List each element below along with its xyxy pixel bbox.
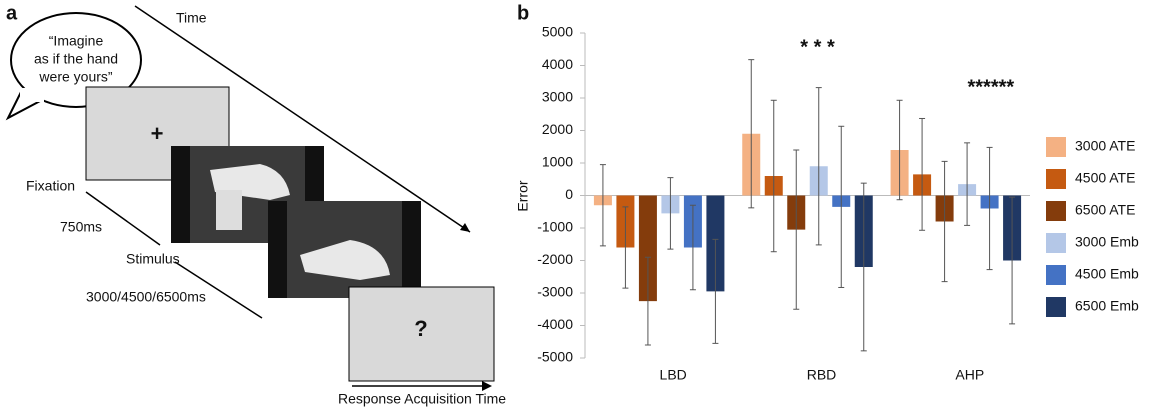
annotation: ****** (967, 76, 1014, 98)
legend-swatch (1046, 233, 1066, 253)
speech-line: were yours” (38, 69, 112, 85)
fixation-label: Fixation (26, 178, 75, 194)
error-bar (622, 206, 629, 289)
response-screen (348, 286, 495, 382)
y-tick-label: -2000 (537, 251, 573, 267)
legend-label: 4500 Emb (1075, 266, 1139, 282)
y-tick-label: 4000 (542, 56, 573, 72)
error-bar (964, 142, 971, 226)
error-bar (689, 204, 696, 291)
legend-label: 4500 ATE (1075, 170, 1135, 186)
y-tick-label: -5000 (537, 349, 573, 365)
legend-swatch (1046, 137, 1066, 157)
stimulus-label: Stimulus (126, 251, 180, 267)
annotation: * * * (800, 36, 835, 58)
error-bar (919, 117, 926, 231)
error-bar (860, 182, 867, 352)
arrow-head (460, 223, 470, 232)
object (216, 190, 242, 230)
bar (638, 195, 657, 302)
time-label: Time (176, 10, 207, 26)
fixation-duration: 750ms (60, 219, 102, 235)
y-tick-label: -3000 (537, 284, 573, 300)
x-tick-label: LBD (660, 367, 687, 383)
legend-label: 3000 Emb (1075, 234, 1139, 250)
y-tick-label: -1000 (537, 219, 573, 235)
speech-bubble (10, 12, 142, 108)
y-tick-label: 3000 (542, 89, 573, 105)
timeline (85, 191, 161, 246)
error-bar (793, 149, 800, 310)
panel-label: a (6, 2, 18, 24)
x-tick-label: RBD (807, 367, 837, 383)
error-bar (748, 59, 755, 209)
y-axis-title: Error (515, 180, 531, 211)
y-tick-label: -4000 (537, 316, 573, 332)
panel-a: a Time “Imagine as if the hand were your… (5, 2, 506, 407)
tail-cover (20, 88, 44, 102)
error-bar (712, 238, 719, 344)
legend-swatch (1046, 201, 1066, 221)
error-bar (838, 125, 845, 288)
error-bar (1009, 196, 1016, 325)
response-label: Response Acquisition Time (338, 391, 506, 407)
y-tick-label: 1000 (542, 154, 573, 170)
error-bar (941, 160, 948, 283)
timeline (174, 261, 263, 319)
speech-line: “Imagine (49, 33, 104, 49)
error-bar (644, 256, 651, 346)
hand (300, 240, 390, 280)
y-tick-label: 5000 (542, 24, 573, 40)
legend-label: 6500 Emb (1075, 298, 1139, 314)
legend-swatch (1046, 169, 1066, 189)
y-tick-label: 0 (565, 186, 573, 202)
stimulus-duration: 3000/4500/6500ms (86, 289, 206, 305)
error-bar (667, 177, 674, 250)
error-bar (896, 99, 903, 201)
x-tick-label: AHP (955, 367, 984, 383)
arrow-head (482, 381, 492, 391)
response-symbol: ? (414, 316, 427, 341)
fixation-cross: + (151, 121, 164, 146)
error-bar (599, 164, 606, 247)
legend-swatch (1046, 297, 1066, 317)
legend-swatch (1046, 265, 1066, 285)
time-arrow (134, 5, 471, 233)
speech-line: as if the hand (34, 51, 118, 67)
legend-label: 6500 ATE (1075, 202, 1135, 218)
error-bar (770, 99, 777, 253)
panel-label: b (517, 2, 529, 24)
error-bar (815, 87, 822, 246)
legend-label: 3000 ATE (1075, 138, 1135, 154)
y-tick-label: 2000 (542, 121, 573, 137)
error-bar (986, 146, 993, 271)
